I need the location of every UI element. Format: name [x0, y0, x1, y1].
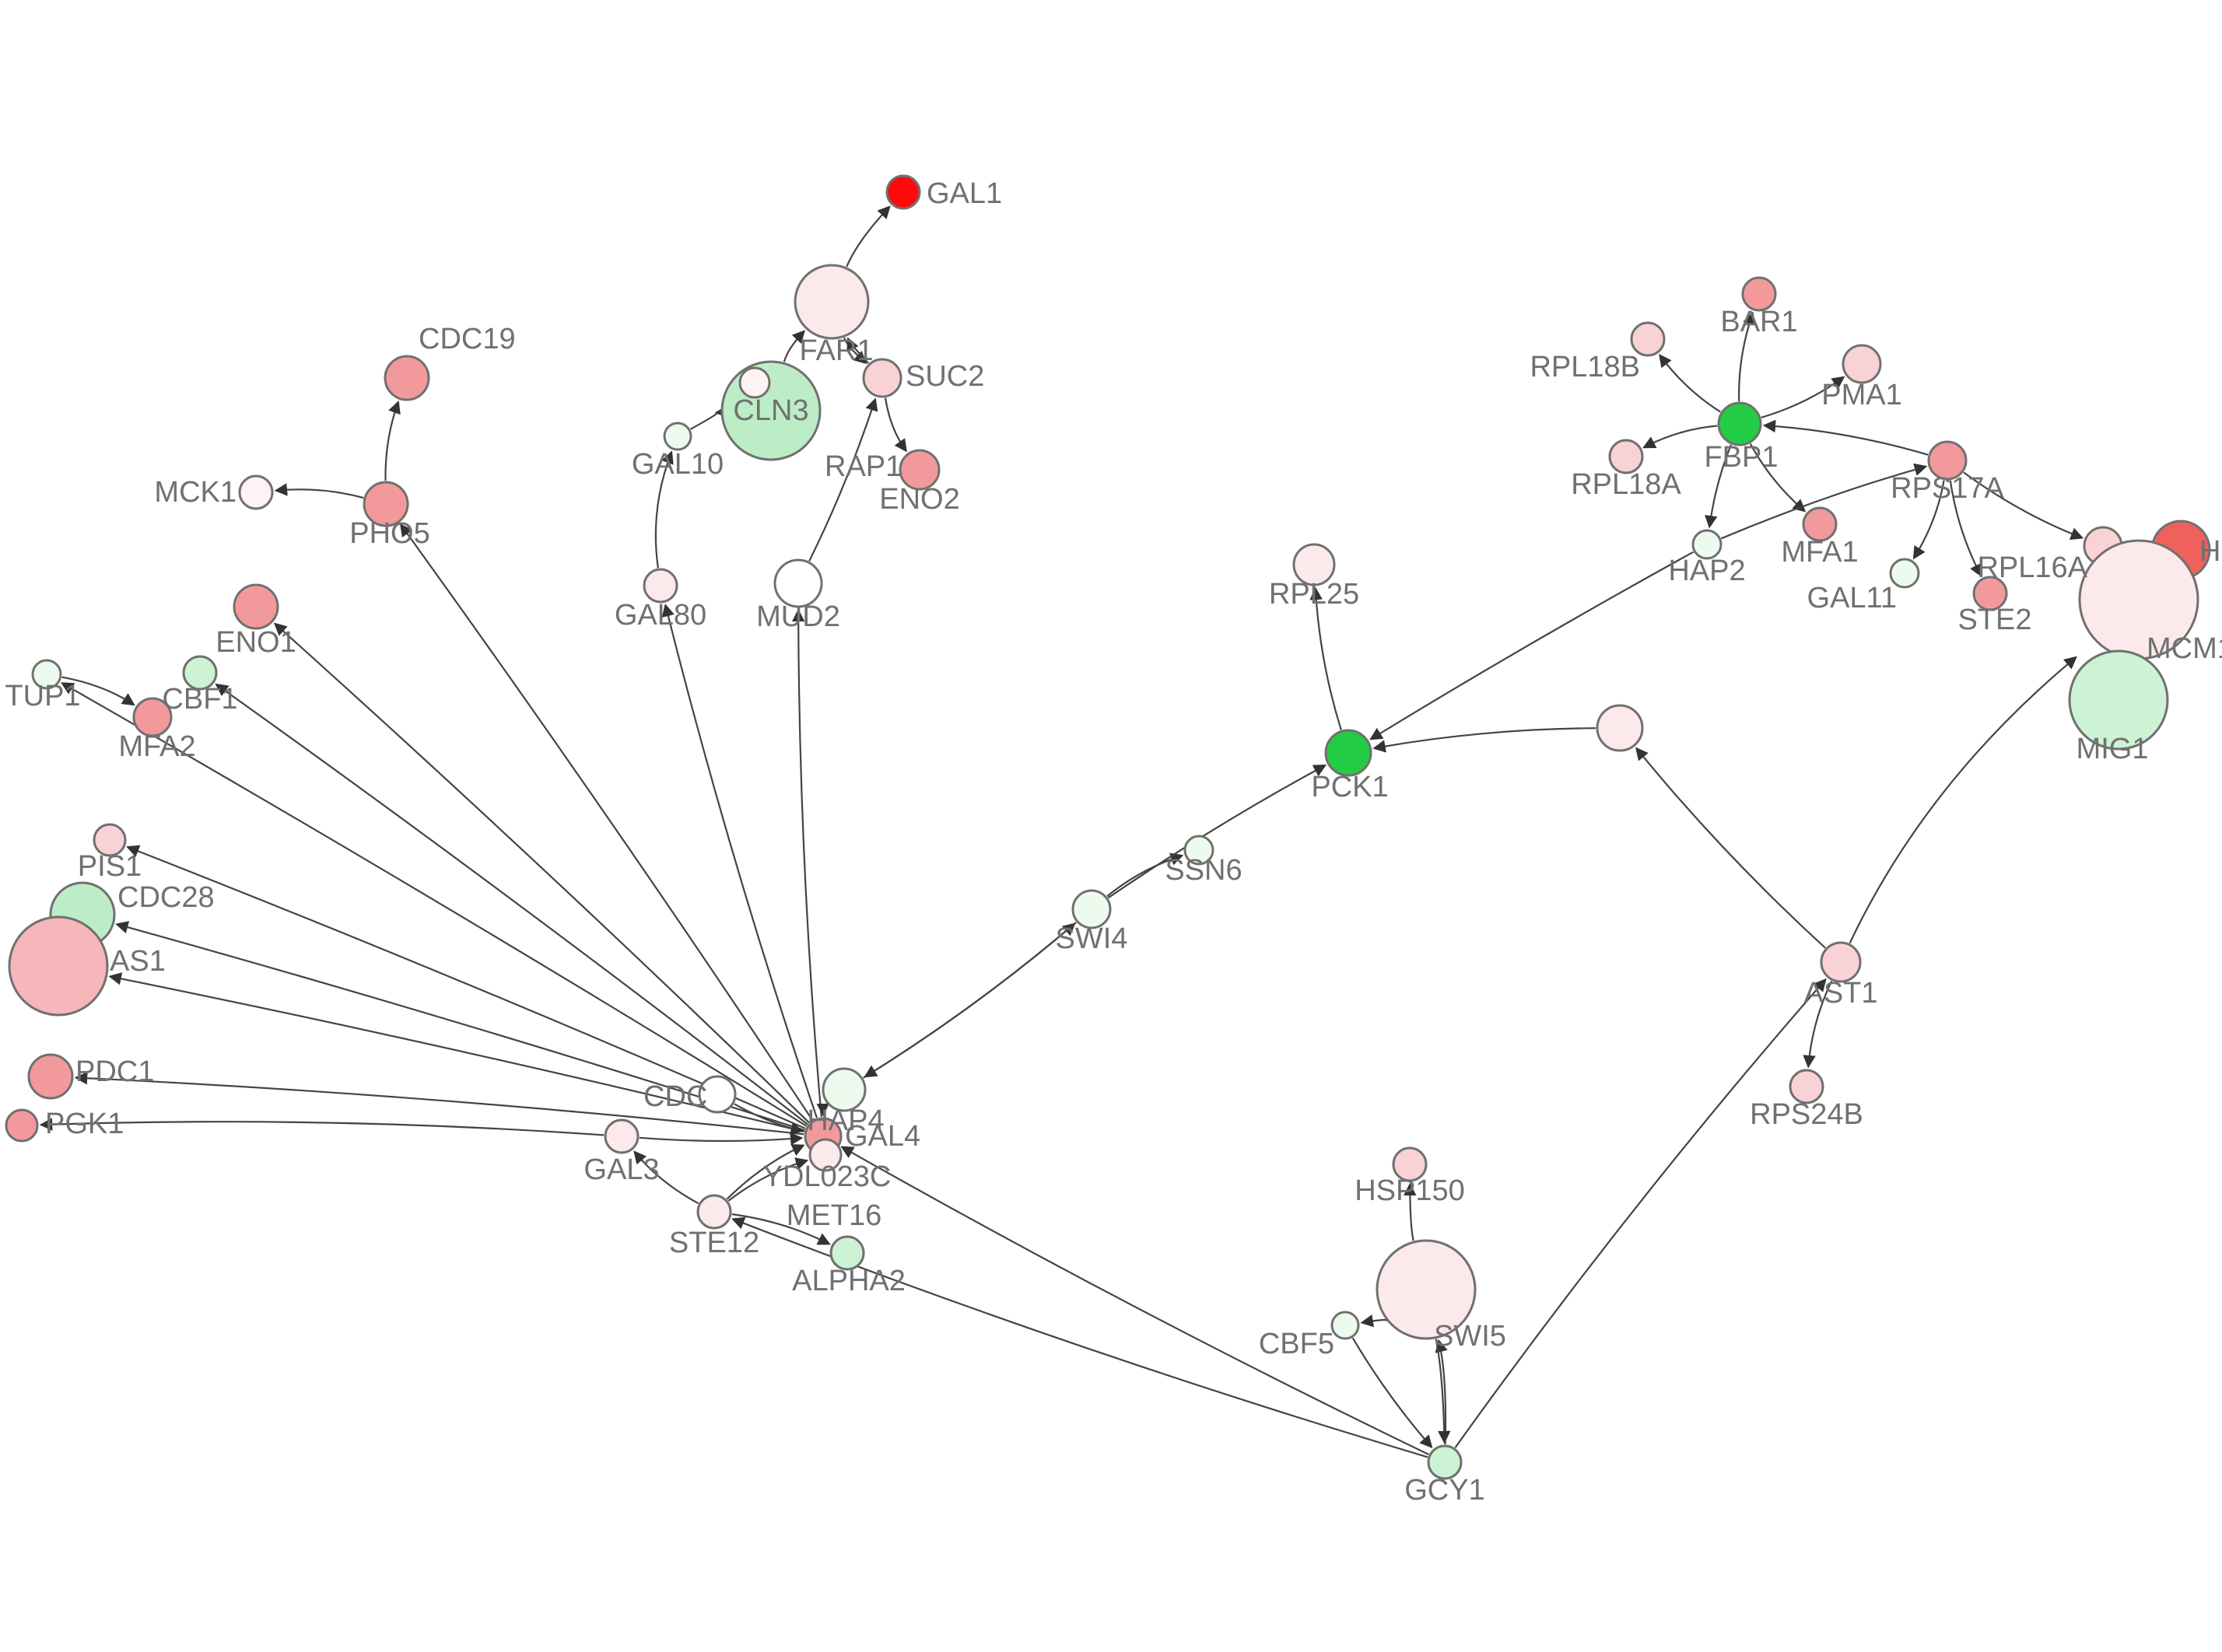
svg-text:CDC19: CDC19 [419, 323, 516, 355]
svg-text:PCK1: PCK1 [1311, 771, 1388, 803]
svg-text:PMA1: PMA1 [1821, 379, 1901, 411]
svg-text:SWI5: SWI5 [1434, 1320, 1506, 1353]
svg-text:CLN3: CLN3 [733, 394, 808, 427]
svg-text:GAL11: GAL11 [1807, 582, 1897, 614]
svg-text:GAL1: GAL1 [927, 177, 1002, 210]
svg-text:CDC28: CDC28 [117, 881, 215, 914]
svg-text:GAL80: GAL80 [615, 599, 706, 632]
svg-text:HIS4: HIS4 [2199, 535, 2222, 568]
svg-text:GAL3: GAL3 [584, 1153, 659, 1186]
svg-text:HAP4: HAP4 [807, 1104, 884, 1137]
svg-text:MET16: MET16 [787, 1199, 881, 1232]
svg-text:MFA2: MFA2 [118, 730, 195, 763]
svg-text:RPL16A: RPL16A [1977, 551, 2087, 584]
svg-text:ALPHA2: ALPHA2 [792, 1265, 906, 1297]
svg-text:STE12: STE12 [669, 1227, 759, 1259]
svg-text:MCM1: MCM1 [2147, 632, 2222, 665]
svg-text:PIS1: PIS1 [78, 850, 142, 883]
svg-text:SSN6: SSN6 [1165, 854, 1242, 887]
svg-text:RAP1: RAP1 [825, 450, 902, 483]
svg-text:GAL10: GAL10 [632, 448, 724, 481]
svg-text:SUC2: SUC2 [906, 360, 984, 393]
svg-text:MIG1: MIG1 [2077, 733, 2149, 765]
svg-text:MFA1: MFA1 [1781, 536, 1858, 569]
svg-text:RPL18B: RPL18B [1530, 351, 1640, 383]
svg-text:YDL023C: YDL023C [763, 1160, 892, 1193]
svg-text:MCK1: MCK1 [154, 476, 237, 509]
svg-text:MUD2: MUD2 [756, 600, 840, 633]
svg-text:RPL25: RPL25 [1269, 578, 1359, 611]
svg-text:SWI4: SWI4 [1056, 922, 1128, 955]
svg-text:TUP1: TUP1 [5, 680, 80, 712]
svg-text:GCY1: GCY1 [1404, 1474, 1484, 1507]
svg-text:RPS24B: RPS24B [1750, 1098, 1863, 1131]
svg-text:ENO2: ENO2 [879, 483, 959, 516]
svg-text:FAR1: FAR1 [799, 334, 873, 367]
svg-text:AST1: AST1 [1803, 977, 1877, 1010]
svg-text:BAR1: BAR1 [1720, 306, 1797, 338]
svg-text:PDC1: PDC1 [75, 1055, 154, 1088]
svg-text:HSP150: HSP150 [1355, 1174, 1465, 1207]
svg-text:PGK1: PGK1 [45, 1108, 124, 1140]
svg-text:PHO5: PHO5 [349, 517, 429, 550]
svg-text:STE2: STE2 [1957, 604, 2031, 636]
svg-text:AS1: AS1 [110, 945, 166, 978]
svg-text:CBF1: CBF1 [162, 683, 237, 716]
svg-text:RPL18A: RPL18A [1571, 468, 1681, 501]
svg-text:FBP1: FBP1 [1704, 441, 1778, 474]
svg-text:HAP2: HAP2 [1668, 555, 1745, 587]
svg-text:RPS17A: RPS17A [1891, 472, 2004, 505]
svg-text:CDC: CDC [643, 1080, 707, 1113]
svg-text:ENO1: ENO1 [216, 626, 296, 659]
svg-text:CBF5: CBF5 [1259, 1328, 1334, 1360]
